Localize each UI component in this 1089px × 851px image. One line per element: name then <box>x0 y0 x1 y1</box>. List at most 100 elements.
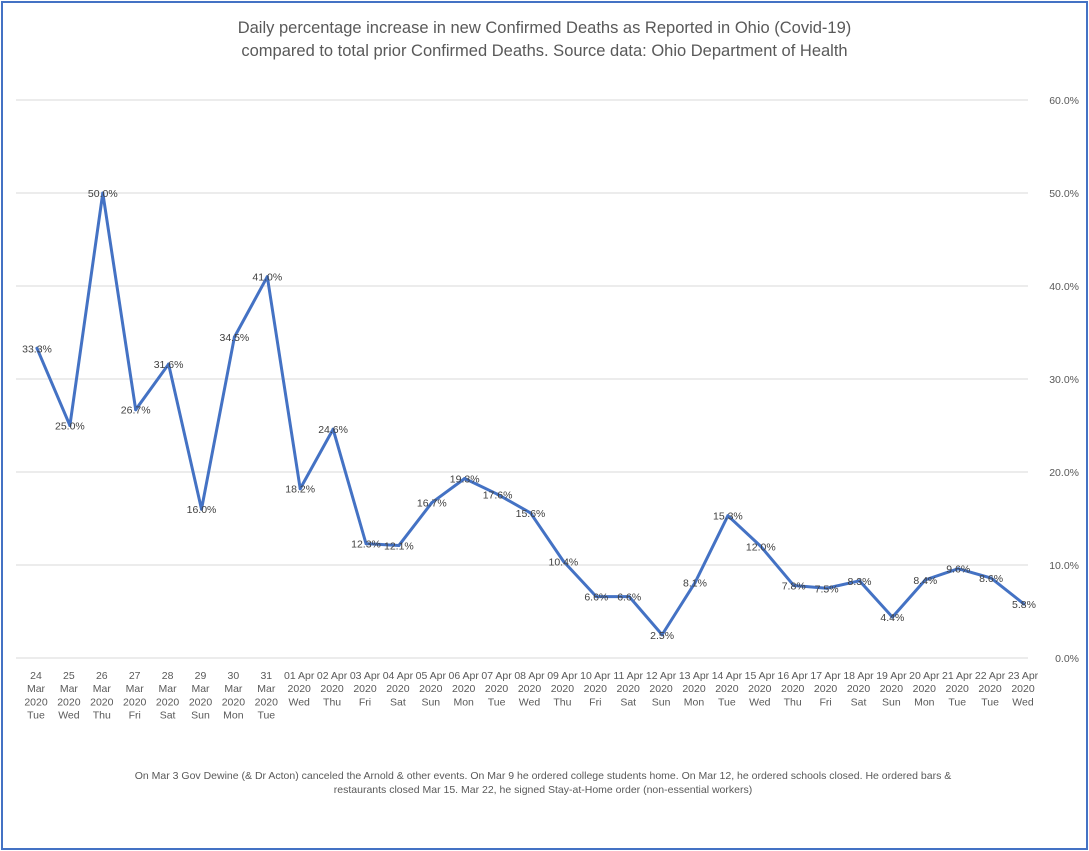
chart-title-line-2: compared to total prior Confirmed Deaths… <box>241 42 848 60</box>
footnote-line-2: restaurants closed Mar 15. Mar 22, he si… <box>333 784 753 796</box>
data-point <box>68 424 72 427</box>
data-point <box>890 615 894 619</box>
data-label: 33.3% <box>22 343 52 355</box>
x-tick-label: 17 Apr 2020 Fri <box>810 670 841 708</box>
x-tick-label: 22 Apr 2020 Tue <box>975 670 1006 708</box>
data-label: 2.5% <box>650 630 674 642</box>
data-label: 8.4% <box>913 575 937 587</box>
data-label: 12.0% <box>746 541 776 553</box>
data-label: 41.0% <box>252 272 282 284</box>
data-point <box>232 335 236 339</box>
data-point <box>858 579 861 583</box>
data-point <box>956 567 960 571</box>
x-tick-label: 24 Mar 2020 Tue <box>24 670 48 722</box>
data-point <box>792 583 796 587</box>
x-tick-label: 07 Apr 2020 Tue <box>481 670 512 708</box>
x-tick-label: 01 Apr 2020 Wed <box>284 670 315 708</box>
data-point <box>1022 602 1026 606</box>
x-tick-label: 08 Apr 2020 Wed <box>514 670 545 708</box>
data-label: 6.6% <box>584 592 608 604</box>
x-tick-label: 26 Mar 2020 Thu <box>90 670 114 722</box>
gridlines <box>16 99 1028 659</box>
data-label: 19.3% <box>450 474 480 486</box>
x-tick-label: 13 Apr 2020 Mon <box>679 670 710 708</box>
x-tick-label: 04 Apr 2020 Sat <box>383 670 414 708</box>
series-layer <box>35 191 1026 637</box>
data-point <box>397 543 401 547</box>
data-label: 25.0% <box>55 421 85 433</box>
data-point <box>134 408 138 412</box>
x-tick-label: 16 Apr 2020 Thu <box>778 670 809 708</box>
data-label: 12.3% <box>351 539 381 551</box>
data-labels: 33.3% 25.0% 50.0% 26.7% 31.6% 16.0% 34.5% 41.0%… <box>22 188 1036 642</box>
x-tick-label: 02 Apr 2020 Thu <box>317 670 348 708</box>
data-label: 17.6% <box>483 489 513 501</box>
data-label: 4.4% <box>880 612 904 624</box>
data-label: 5.8% <box>1012 599 1036 611</box>
data-point <box>101 191 105 195</box>
data-point <box>200 507 203 511</box>
x-tick-label: 29 Mar 2020 Sun <box>189 670 213 722</box>
data-label: 12.1% <box>384 540 414 552</box>
x-tick-label: 03 Apr 2020 Fri <box>350 670 381 708</box>
data-label: 18.2% <box>285 484 315 496</box>
data-label: 6.6% <box>617 592 641 604</box>
data-label: 16.7% <box>417 498 447 510</box>
y-tick-label: 20.0% <box>1049 467 1079 479</box>
data-label: 34.5% <box>220 332 250 344</box>
data-label: 16.0% <box>187 504 217 516</box>
x-tick-label: 14 Apr 2020 Tue <box>712 670 743 708</box>
data-point <box>923 578 927 582</box>
x-tick-label: 28 Mar 2020 Sat <box>156 670 180 722</box>
data-point <box>265 275 269 279</box>
data-label: 26.7% <box>121 405 151 417</box>
data-point <box>529 511 532 515</box>
x-tick-label: 25 Mar 2020 Wed <box>57 670 81 722</box>
data-point <box>298 487 302 491</box>
x-tick-label: 10 Apr 2020 Fri <box>580 670 611 708</box>
data-label: 7.5% <box>815 583 839 595</box>
x-tick-label: 23 Apr 2020 Wed <box>1008 670 1039 708</box>
data-point <box>825 586 829 590</box>
data-label: 31.6% <box>154 359 184 371</box>
x-tick-label: 18 Apr 2020 Sat <box>843 670 874 708</box>
data-point <box>660 633 664 637</box>
footnote-line-1: On Mar 3 Gov Dewine (& Dr Acton) cancele… <box>134 770 952 782</box>
data-point <box>496 492 500 496</box>
y-tick-label: 50.0% <box>1049 188 1079 200</box>
data-label: 8.3% <box>848 576 872 588</box>
data-point <box>561 559 565 563</box>
data-label: 15.3% <box>713 511 743 523</box>
y-tick-label: 60.0% <box>1049 95 1079 107</box>
series-line <box>35 191 1026 637</box>
data-label: 8.6% <box>979 573 1003 585</box>
data-point <box>989 576 993 580</box>
y-axis-ticks: 0.0% 10.0% 20.0% 30.0% 40.0% 50.0% 60.0% <box>1049 95 1079 665</box>
data-label: 50.0% <box>88 188 118 200</box>
data-point <box>430 501 434 505</box>
y-tick-label: 30.0% <box>1049 374 1079 386</box>
y-tick-label: 10.0% <box>1049 560 1079 572</box>
data-label: 9.6% <box>946 564 970 576</box>
x-tick-label: 21 Apr 2020 Tue <box>942 670 973 708</box>
data-point <box>463 477 467 481</box>
data-label: 10.4% <box>549 556 579 568</box>
data-point <box>35 346 39 350</box>
line-chart: 0.0% 10.0% 20.0% 30.0% 40.0% 50.0% 60.0% 24 Mar… <box>16 95 1079 722</box>
data-point <box>364 542 368 546</box>
x-tick-label: 09 Apr 2020 Thu <box>547 670 578 708</box>
x-tick-label: 05 Apr 2020 Sun <box>416 670 447 708</box>
x-tick-label: 06 Apr 2020 Mon <box>449 670 480 708</box>
x-axis-ticks: 24 Mar 2020 Tue 25 Mar 2020 Wed 26 Mar 2020 Thu 27 Ma… <box>24 670 1038 722</box>
data-label: 24.6% <box>318 424 348 436</box>
data-point <box>693 581 697 585</box>
data-point <box>726 514 730 518</box>
y-tick-label: 40.0% <box>1049 281 1079 293</box>
x-tick-label: 20 Apr 2020 Mon <box>909 670 940 708</box>
data-point <box>331 427 335 431</box>
x-tick-label: 31 Mar 2020 Tue <box>255 670 279 722</box>
data-label: 8.1% <box>683 578 707 590</box>
chart-title: Daily percentage increase in new Confirm… <box>3 17 1086 63</box>
x-tick-label: 19 Apr 2020 Sun <box>876 670 907 708</box>
